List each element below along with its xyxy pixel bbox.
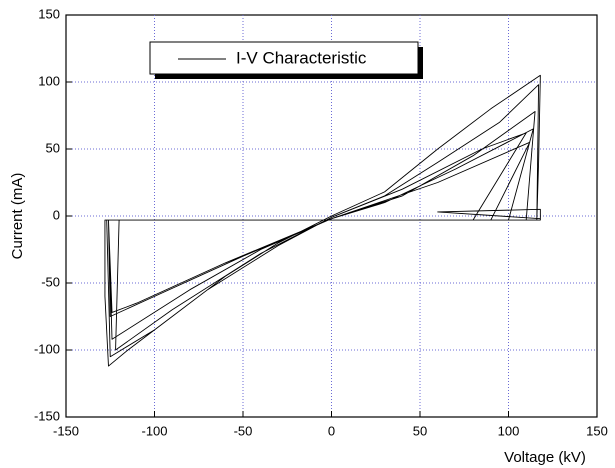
x-tick-label: 0: [328, 423, 335, 438]
x-tick-label: -100: [141, 423, 167, 438]
x-tick-label: 50: [413, 423, 427, 438]
legend-box: [149, 41, 419, 75]
y-tick-label: 50: [46, 140, 60, 155]
x-tick-label: 150: [586, 423, 608, 438]
y-tick-label: 150: [38, 6, 60, 21]
x-tick-label: -150: [53, 423, 79, 438]
x-axis-title: Voltage (kV): [504, 449, 586, 466]
y-tick-label: 0: [53, 207, 60, 222]
y-axis-title: Current (mA): [9, 173, 26, 260]
y-tick-label: 100: [38, 73, 60, 88]
x-tick-label: 100: [498, 423, 520, 438]
legend-label: I-V Characteristic: [236, 48, 367, 67]
y-tick-label: -100: [34, 341, 60, 356]
y-tick-label: -50: [41, 274, 60, 289]
data-line: [104, 74, 541, 367]
y-tick-label: -150: [34, 408, 60, 423]
x-tick-label: -50: [234, 423, 253, 438]
